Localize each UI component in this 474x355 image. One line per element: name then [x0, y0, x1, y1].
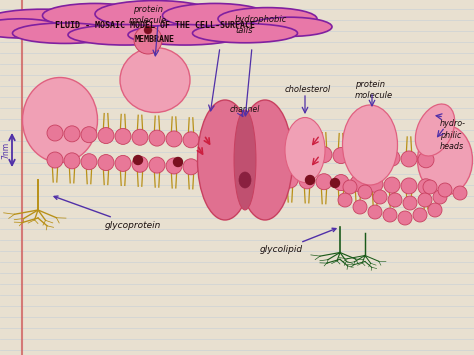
- Text: hydro-
philic
heads: hydro- philic heads: [440, 119, 466, 151]
- Ellipse shape: [47, 125, 63, 141]
- Ellipse shape: [239, 172, 251, 188]
- Ellipse shape: [350, 148, 366, 164]
- Ellipse shape: [132, 156, 148, 172]
- Ellipse shape: [134, 155, 143, 164]
- Ellipse shape: [343, 105, 398, 185]
- Ellipse shape: [64, 126, 80, 142]
- Ellipse shape: [453, 186, 467, 200]
- Text: protein
molecule: protein molecule: [355, 80, 393, 100]
- Ellipse shape: [115, 155, 131, 171]
- Ellipse shape: [418, 193, 432, 207]
- Ellipse shape: [183, 132, 199, 148]
- Text: cholesterol: cholesterol: [285, 86, 331, 94]
- Ellipse shape: [218, 7, 317, 30]
- Ellipse shape: [353, 200, 367, 214]
- Ellipse shape: [64, 153, 80, 169]
- Ellipse shape: [98, 127, 114, 143]
- Ellipse shape: [95, 1, 215, 27]
- Ellipse shape: [299, 146, 315, 162]
- Ellipse shape: [68, 24, 182, 45]
- Ellipse shape: [282, 145, 298, 161]
- Ellipse shape: [0, 9, 100, 32]
- Text: 7nm: 7nm: [1, 141, 10, 159]
- Ellipse shape: [316, 147, 332, 163]
- Ellipse shape: [47, 152, 63, 168]
- Ellipse shape: [22, 77, 98, 163]
- Ellipse shape: [237, 100, 292, 220]
- Ellipse shape: [115, 129, 131, 144]
- Ellipse shape: [438, 183, 452, 197]
- Ellipse shape: [388, 193, 402, 207]
- Ellipse shape: [144, 26, 152, 34]
- Ellipse shape: [43, 4, 147, 28]
- Ellipse shape: [384, 150, 400, 166]
- Ellipse shape: [120, 48, 190, 113]
- Ellipse shape: [398, 211, 412, 225]
- Ellipse shape: [166, 131, 182, 147]
- Ellipse shape: [358, 185, 372, 199]
- Ellipse shape: [134, 26, 162, 54]
- Ellipse shape: [98, 154, 114, 170]
- Text: FLUID - MOSAIC MODEL OF THE CELL-SURFACE: FLUID - MOSAIC MODEL OF THE CELL-SURFACE: [55, 21, 255, 29]
- Ellipse shape: [192, 23, 298, 43]
- Ellipse shape: [173, 158, 182, 166]
- Ellipse shape: [12, 23, 118, 43]
- Ellipse shape: [418, 125, 473, 195]
- Ellipse shape: [198, 100, 253, 220]
- Text: glycoprotein: glycoprotein: [54, 196, 161, 229]
- Ellipse shape: [163, 4, 267, 28]
- Ellipse shape: [81, 127, 97, 143]
- Ellipse shape: [149, 130, 165, 146]
- Ellipse shape: [368, 205, 382, 219]
- Ellipse shape: [0, 19, 62, 38]
- Ellipse shape: [343, 180, 357, 194]
- Ellipse shape: [316, 174, 332, 190]
- Ellipse shape: [330, 179, 339, 187]
- Ellipse shape: [401, 178, 417, 194]
- Ellipse shape: [415, 104, 455, 156]
- Ellipse shape: [423, 180, 437, 194]
- Ellipse shape: [413, 208, 427, 222]
- Ellipse shape: [299, 173, 315, 189]
- Ellipse shape: [149, 157, 165, 173]
- Ellipse shape: [418, 152, 434, 168]
- Ellipse shape: [282, 172, 298, 188]
- Ellipse shape: [338, 193, 352, 207]
- Ellipse shape: [128, 24, 242, 45]
- Text: channel: channel: [230, 105, 260, 115]
- Ellipse shape: [81, 154, 97, 170]
- Ellipse shape: [367, 149, 383, 165]
- Ellipse shape: [333, 175, 349, 191]
- Ellipse shape: [433, 190, 447, 204]
- Ellipse shape: [248, 17, 332, 37]
- Ellipse shape: [384, 177, 400, 193]
- Ellipse shape: [418, 179, 434, 195]
- Ellipse shape: [367, 176, 383, 192]
- Text: glycolipid: glycolipid: [260, 228, 336, 255]
- Text: hydrophobic
tails: hydrophobic tails: [235, 15, 287, 35]
- Ellipse shape: [333, 148, 349, 164]
- Ellipse shape: [428, 203, 442, 217]
- Ellipse shape: [234, 110, 256, 210]
- Text: MEMBRANE: MEMBRANE: [135, 34, 175, 44]
- Ellipse shape: [373, 190, 387, 204]
- Ellipse shape: [306, 175, 315, 185]
- Ellipse shape: [132, 129, 148, 145]
- Ellipse shape: [183, 159, 199, 175]
- Ellipse shape: [401, 151, 417, 167]
- Ellipse shape: [383, 208, 397, 222]
- Ellipse shape: [403, 196, 417, 210]
- Text: protein
molecule: protein molecule: [129, 5, 167, 25]
- Ellipse shape: [285, 118, 325, 182]
- Ellipse shape: [350, 175, 366, 191]
- Ellipse shape: [166, 158, 182, 174]
